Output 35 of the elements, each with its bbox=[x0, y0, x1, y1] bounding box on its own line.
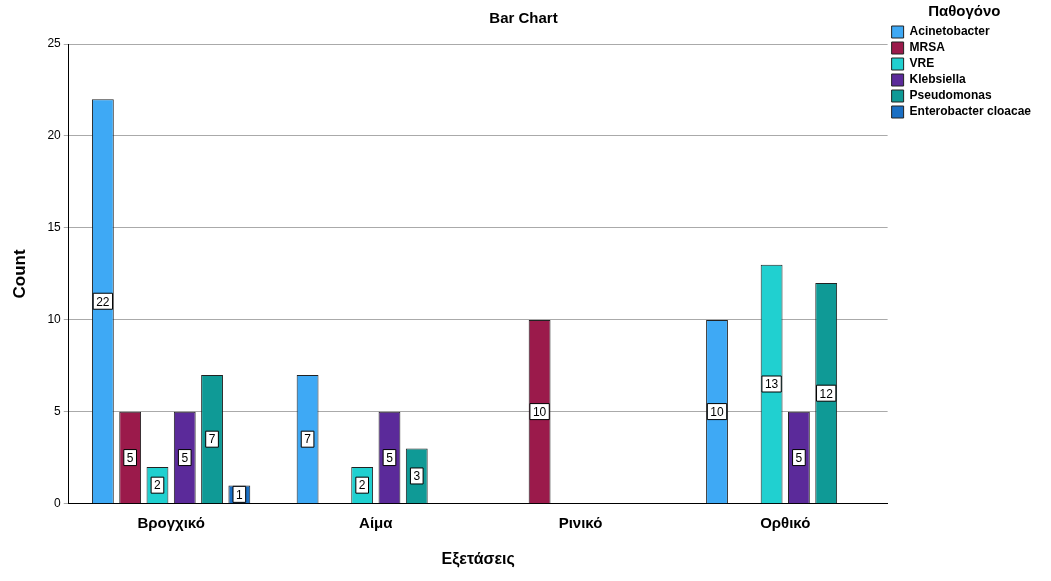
legend-label: Klebsiella bbox=[909, 72, 966, 87]
legend-label: VRE bbox=[909, 56, 935, 71]
data-label: 2 bbox=[358, 478, 366, 493]
chart-title: Bar Chart bbox=[489, 9, 558, 27]
data-label: 2 bbox=[154, 478, 162, 493]
data-label: 12 bbox=[819, 386, 834, 401]
y-axis-title: Count bbox=[9, 249, 29, 299]
data-label: 7 bbox=[304, 432, 312, 447]
legend-label: Acinetobacter bbox=[909, 24, 990, 39]
data-label: 7 bbox=[208, 432, 216, 447]
x-tick-label: Ορθικό bbox=[760, 513, 811, 531]
legend-label: Enterobacter cloacae bbox=[909, 104, 1032, 119]
x-tick-label: Βρογχικό bbox=[137, 513, 205, 531]
data-label: 10 bbox=[710, 404, 725, 419]
data-label: 5 bbox=[795, 450, 803, 465]
data-label: 22 bbox=[96, 294, 110, 309]
legend-label: MRSA bbox=[909, 40, 946, 55]
data-label: 10 bbox=[532, 404, 547, 419]
data-label: 3 bbox=[413, 469, 421, 484]
y-tick-label: 25 bbox=[47, 36, 62, 51]
y-tick-label: 10 bbox=[47, 312, 62, 327]
data-label: 5 bbox=[126, 450, 134, 465]
data-label: 5 bbox=[181, 450, 189, 465]
y-tick-label: 20 bbox=[47, 128, 62, 143]
y-tick-label: 0 bbox=[54, 496, 62, 511]
y-tick-label: 15 bbox=[47, 220, 62, 235]
legend-title: Παθογόνο bbox=[928, 1, 1001, 19]
data-label: 1 bbox=[236, 487, 243, 502]
data-label: 5 bbox=[386, 450, 394, 465]
legend-label: Pseudomonas bbox=[909, 88, 992, 103]
data-label: 13 bbox=[764, 377, 779, 392]
y-tick-label: 5 bbox=[54, 404, 62, 419]
x-axis-title: Εξετάσεις bbox=[441, 549, 515, 568]
x-tick-label: Αίμα bbox=[359, 513, 394, 531]
x-tick-label: Ρινικό bbox=[558, 513, 603, 531]
